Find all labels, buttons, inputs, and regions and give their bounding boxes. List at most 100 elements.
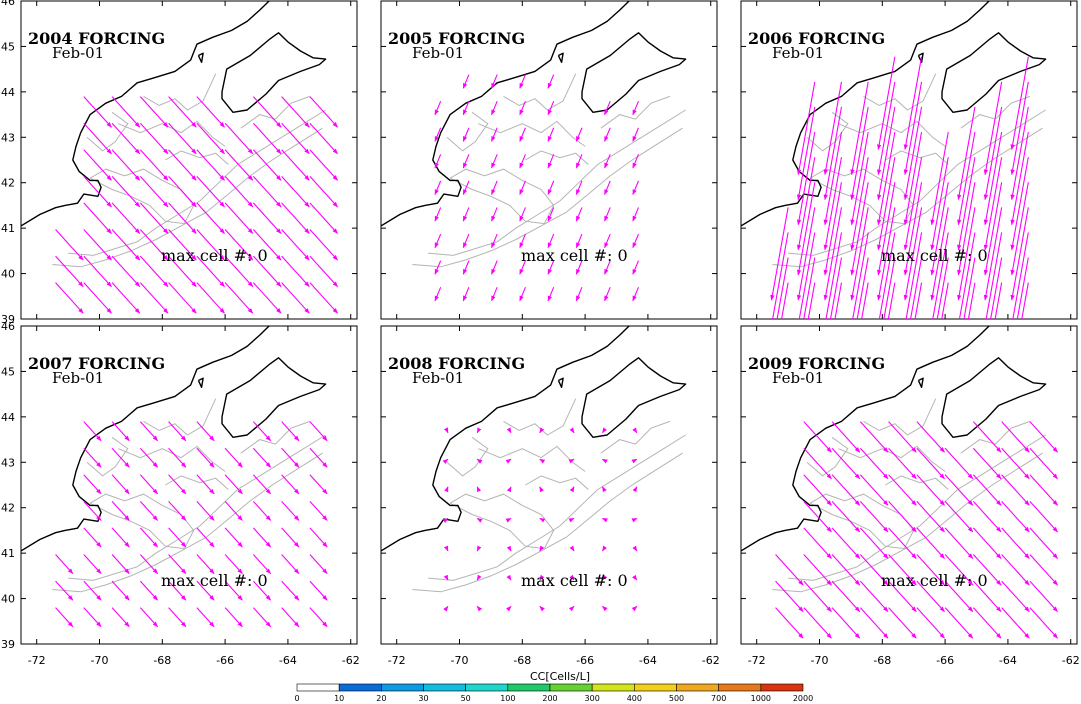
current-vector <box>883 257 896 319</box>
current-vector <box>83 255 112 288</box>
coastline <box>917 377 924 388</box>
lat-tick-label: 45 <box>1 40 15 53</box>
current-vector <box>1010 106 1029 201</box>
current-vector <box>930 131 949 226</box>
current-vector <box>111 421 130 442</box>
coastline <box>381 1 630 227</box>
current-vector <box>539 605 545 612</box>
current-vector <box>111 527 130 548</box>
coastline <box>221 32 327 114</box>
current-vector <box>196 202 225 234</box>
current-vector <box>196 607 215 628</box>
isobath-line <box>885 150 949 165</box>
current-vector <box>168 149 197 181</box>
isobath-line <box>838 120 946 147</box>
current-vector <box>252 554 272 574</box>
lon-tick-label: -68 <box>513 654 531 667</box>
current-vector <box>823 131 843 226</box>
current-vector <box>462 74 470 89</box>
lon-tick-label: -72 <box>748 654 766 667</box>
current-vector <box>434 100 442 116</box>
panel-date: Feb-01 <box>412 44 464 62</box>
current-vector <box>575 180 583 196</box>
current-vector <box>111 175 141 208</box>
isobath-line <box>960 420 1031 454</box>
current-vector <box>852 232 869 319</box>
current-vector <box>1016 257 1029 319</box>
current-vector <box>1029 474 1058 506</box>
current-vector <box>876 56 896 150</box>
current-vector <box>569 574 575 581</box>
current-vector <box>775 607 804 639</box>
current-vector <box>831 500 861 533</box>
colorbar-title: CC[Cells/L] <box>530 670 590 683</box>
current-vector <box>111 202 141 234</box>
current-vector <box>547 260 555 275</box>
current-vector <box>539 545 545 552</box>
isobath-line <box>412 127 683 268</box>
colorbar-tick-label: 30 <box>418 694 428 703</box>
colorbar-tick-label: 700 <box>711 694 726 703</box>
colorbar-swatch <box>423 683 466 692</box>
current-vector <box>983 207 1003 301</box>
current-vector <box>604 100 611 116</box>
current-vector <box>83 122 112 155</box>
current-vector <box>803 580 832 613</box>
lon-tick-label: -70 <box>811 654 829 667</box>
current-vector <box>111 282 141 314</box>
current-vector <box>539 517 546 523</box>
current-vector <box>476 545 482 552</box>
colorbar-swatch <box>465 683 509 692</box>
current-vector <box>930 182 949 276</box>
isobath-line <box>446 111 489 152</box>
isobath-line <box>478 120 586 147</box>
current-vector <box>491 180 498 196</box>
lat-tick-label: 42 <box>1 502 15 515</box>
current-vector <box>831 580 861 613</box>
coastline <box>581 32 687 114</box>
current-vector <box>83 580 102 601</box>
isobath-line <box>68 109 326 256</box>
lon-tick-label: -72 <box>28 654 46 667</box>
current-vector <box>903 157 923 251</box>
panel-date: Feb-01 <box>52 44 104 62</box>
current-vector <box>434 233 442 249</box>
current-vector <box>1029 447 1058 480</box>
current-vector <box>83 229 112 261</box>
current-vector <box>139 580 159 601</box>
lat-tick-label: 42 <box>1 177 15 190</box>
current-vector <box>983 106 1003 201</box>
current-vector <box>944 474 974 506</box>
current-vector <box>888 421 917 453</box>
current-vector <box>491 207 498 222</box>
current-vector <box>983 157 1003 251</box>
current-vector <box>462 286 470 302</box>
lat-tick-label: 44 <box>1 86 15 99</box>
current-vector <box>476 574 482 581</box>
current-vector <box>281 527 300 548</box>
current-vector <box>196 175 225 208</box>
current-vector <box>888 447 917 480</box>
current-vector <box>776 257 789 319</box>
current-vector <box>1010 56 1029 150</box>
current-vector <box>944 607 974 639</box>
current-vector <box>831 474 861 506</box>
current-vector <box>957 157 976 251</box>
coastline <box>197 52 204 63</box>
current-vector <box>856 257 869 319</box>
current-vector <box>252 527 272 548</box>
current-vector <box>519 260 526 275</box>
current-vector <box>281 421 300 442</box>
current-vector <box>823 182 843 276</box>
current-vector <box>632 427 638 434</box>
current-vector <box>807 282 816 319</box>
current-vector <box>252 421 272 442</box>
colorbar-swatch <box>591 683 635 692</box>
current-vector <box>476 517 483 523</box>
current-vector <box>309 255 338 288</box>
current-vector <box>861 282 869 319</box>
current-vector <box>196 474 215 495</box>
current-vector <box>224 554 243 574</box>
